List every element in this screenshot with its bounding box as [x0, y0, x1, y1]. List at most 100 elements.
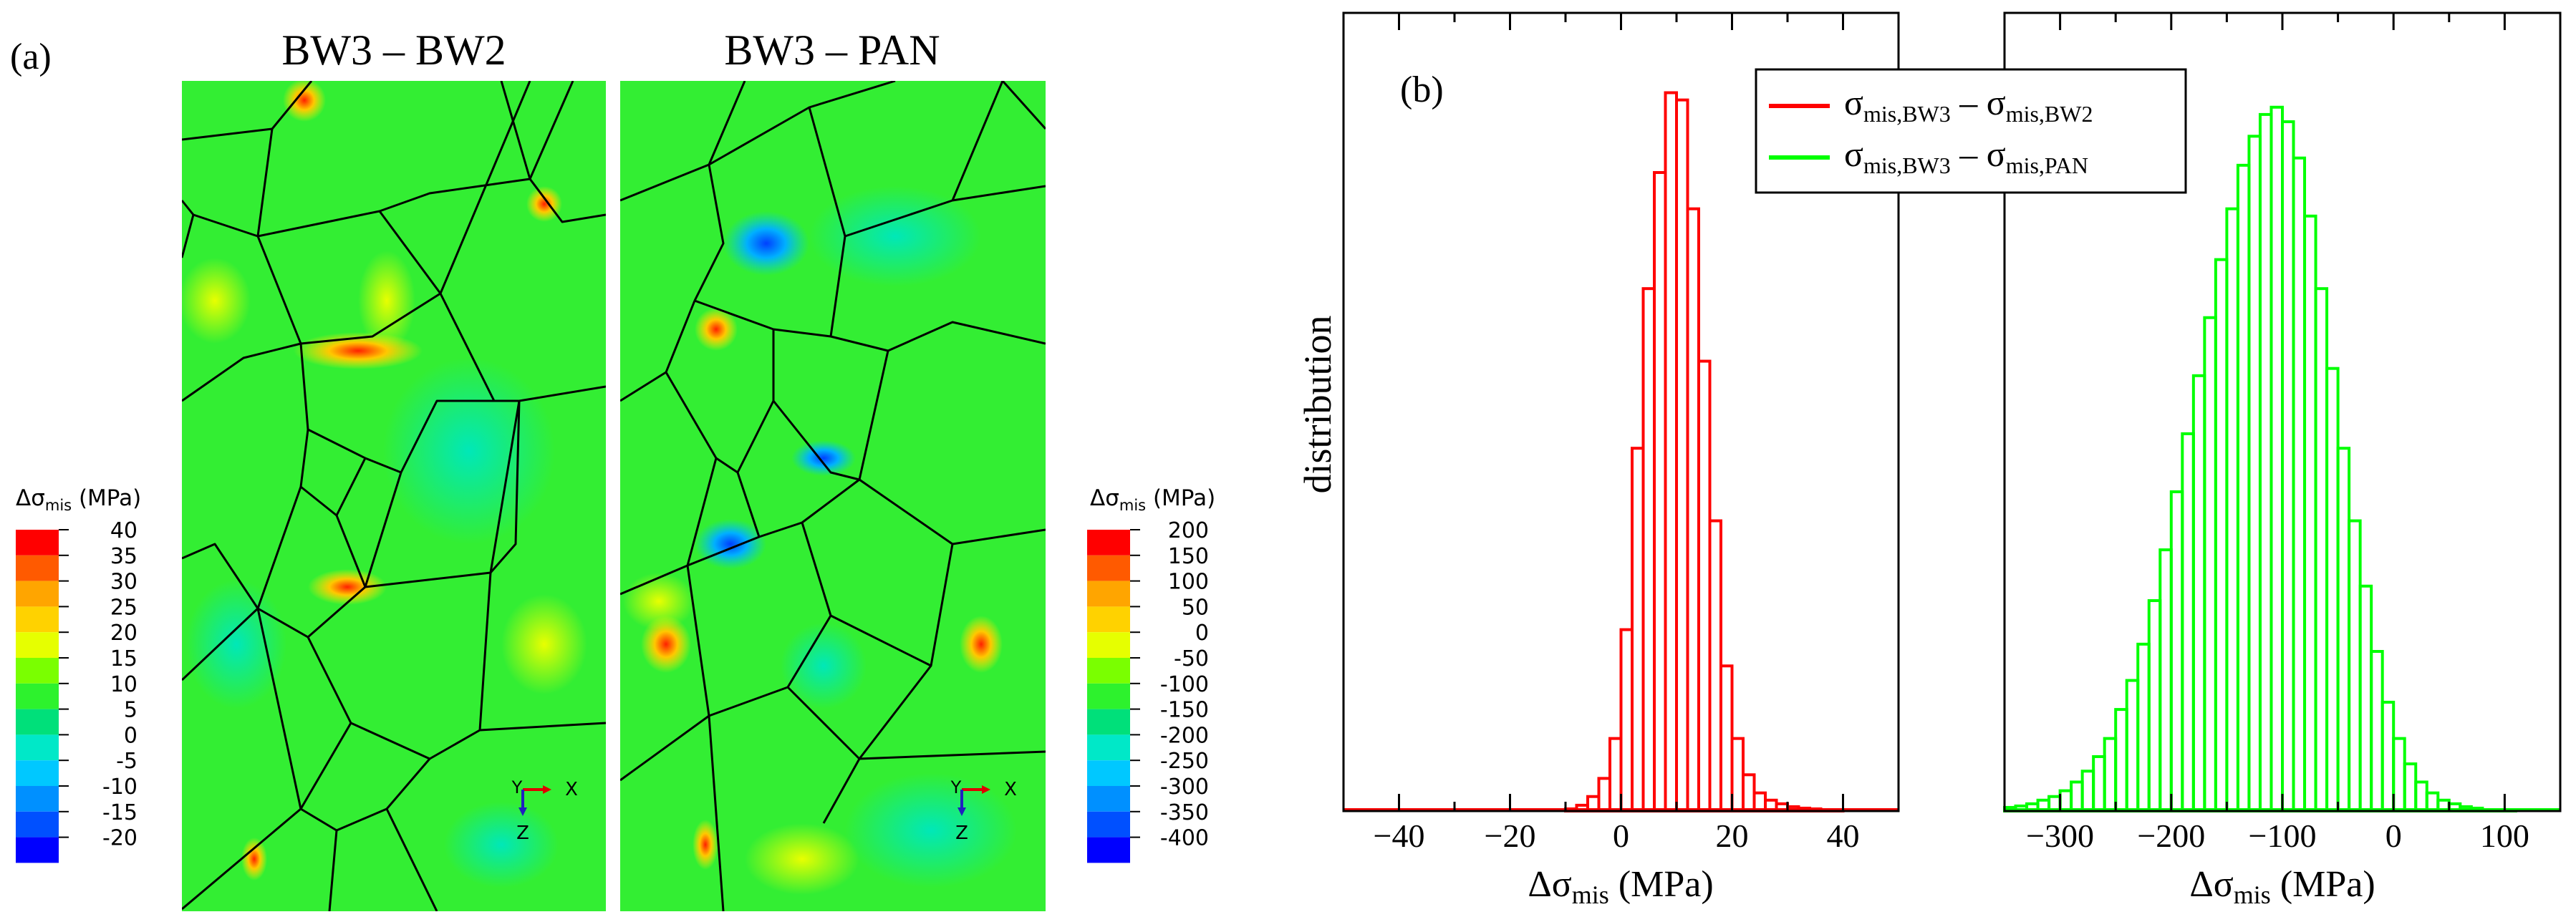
hist-pan-bar [2292, 156, 2307, 812]
legend-left-tick-label: 35 [110, 544, 138, 569]
hist-bw2-bar [1719, 664, 1734, 812]
hist-pan-bar [2114, 708, 2128, 812]
map1-grain-boundaries [182, 81, 606, 911]
legend-left-tick-label: 25 [110, 595, 138, 620]
panel-a-label: (a) [10, 37, 52, 77]
map1-hotspots [182, 81, 587, 888]
hist-pan-bar [2281, 120, 2295, 812]
legend-right-swatch [1087, 734, 1130, 761]
hist-pan-bar [2058, 789, 2073, 812]
legend-left-swatch [16, 786, 59, 812]
legend-label-pan: σmis,BW3 – σmis,PAN [1844, 134, 2088, 178]
hist-pan-bar [2092, 754, 2106, 813]
legend-left-tick-label: -20 [102, 826, 138, 851]
hist-pan-bar [2258, 112, 2273, 812]
legend-right-tick-label: -300 [1160, 775, 1209, 800]
triad-z-label: Z [516, 822, 529, 844]
hist-bw2-bar [1608, 737, 1623, 812]
legend-left-tick-label: -5 [116, 749, 138, 774]
hist-pan-bar [2147, 599, 2162, 813]
hist-pan-bar [2225, 207, 2239, 812]
legend-right-tick-label: -150 [1160, 698, 1209, 723]
hist-pan-bar [2370, 650, 2384, 812]
legend-right-tick-label: 100 [1168, 570, 1209, 595]
hist-pan-bar [2403, 762, 2418, 813]
legend-right-tick-label: -100 [1160, 672, 1209, 697]
legend-left-swatch [16, 709, 59, 735]
hist-pan-bar [2236, 163, 2251, 812]
legend-box [1755, 68, 2187, 194]
map1-axis-triad: Y X Z [511, 777, 578, 844]
histogram-bw2: −40 −20 0 20 40 Δσmis (MPa) [1342, 11, 1900, 909]
hist-bw2-x-tick-label: 0 [1613, 817, 1629, 854]
stress-map-bw3-bw2: Y X Z [182, 81, 606, 911]
legend-left-tick-label: 30 [110, 570, 138, 595]
legend-right-swatch [1087, 786, 1130, 812]
hist-pan-bar [2158, 548, 2173, 812]
hist-bw2-bar [1697, 359, 1712, 812]
legend-title-left: Δσmis (MPa) [16, 485, 141, 514]
legend-right-swatch [1087, 811, 1130, 838]
legend-right-tick-label: 150 [1168, 544, 1209, 569]
hist-bw2-x-tick-label: 20 [1716, 817, 1749, 854]
hist-pan-bar [2191, 374, 2206, 812]
hist-pan-bar [2348, 519, 2362, 813]
stress-map-bw3-pan: Y X Z [620, 81, 1046, 911]
legend-right-tick-label: -250 [1160, 749, 1209, 774]
map2-axis-triad: Y X Z [950, 777, 1017, 844]
map-title-bw3-bw2: BW3 – BW2 [281, 26, 506, 74]
legend-right-swatch [1087, 632, 1130, 658]
legend-right-tick-label: 200 [1168, 518, 1209, 543]
hist-bw2-x-tick-label: −20 [1485, 817, 1536, 854]
hist-pan-x-tick-label: −300 [2026, 817, 2094, 854]
legend-right-swatch [1087, 837, 1130, 863]
legend-left-tick-label: 5 [124, 698, 138, 723]
panel-b-label: (b) [1400, 69, 1444, 110]
legend-right-swatch [1087, 530, 1130, 555]
hist-pan-bar [2336, 447, 2351, 812]
triad-x-label: X [565, 779, 578, 800]
legend-right-swatch [1087, 581, 1130, 607]
hist-bw2-bar [1686, 207, 1700, 812]
x-axis-label-bw2: Δσmis (MPa) [1528, 864, 1713, 909]
legend-left-tick-label: 10 [110, 672, 138, 697]
hist-pan-bar [2303, 214, 2317, 812]
hist-pan-bar [2358, 584, 2373, 812]
color-legend-pan: Δσmis (MPa) 200150100500-50-100-150-200-… [1087, 485, 1215, 863]
legend-label-bw2: σmis,BW3 – σmis,BW2 [1844, 82, 2093, 127]
hist-pan-x-tick-label: −100 [2249, 817, 2317, 854]
legend-right-swatch [1087, 709, 1130, 735]
triad-z-label: Z [955, 822, 968, 844]
legend-title-right: Δσmis (MPa) [1090, 485, 1215, 514]
hist-bw2-bar [1730, 737, 1745, 812]
triad-y-label: Y [511, 777, 523, 797]
legend-left-tick-label: -10 [102, 775, 138, 800]
triad-y-label: Y [950, 777, 962, 797]
legend-right-swatch [1087, 658, 1130, 684]
hist-bw2-bar [1675, 98, 1689, 813]
hist-pan-bar [2125, 679, 2140, 813]
hist-bw2-bar [1664, 91, 1678, 812]
hist-pan-bar [2203, 316, 2217, 812]
hist-bw2-bar [1597, 777, 1611, 812]
legend-left-swatch [16, 811, 59, 838]
legend-right-swatch [1087, 683, 1130, 709]
legend-right-tick-label: 0 [1195, 621, 1209, 646]
hist-pan-bar [2103, 737, 2118, 812]
hist-bw2-bar [1619, 628, 1634, 812]
legend-left-swatch [16, 606, 59, 633]
legend-left-swatch [16, 760, 59, 786]
legend-right-tick-label: -200 [1160, 723, 1209, 748]
hist-pan-bar [2070, 780, 2084, 813]
legend-left-tick-label: 0 [124, 723, 138, 748]
hist-pan-bar [2269, 105, 2284, 813]
hist-pan-bar [2447, 802, 2462, 813]
legend-right-tick-label: 50 [1182, 595, 1209, 620]
map2-hotspots [623, 186, 1017, 895]
hist-bw2-bar [1708, 519, 1722, 813]
hist-pan-bar [2214, 258, 2229, 812]
legend-right-swatch [1087, 606, 1130, 633]
legend-left-swatch [16, 734, 59, 761]
